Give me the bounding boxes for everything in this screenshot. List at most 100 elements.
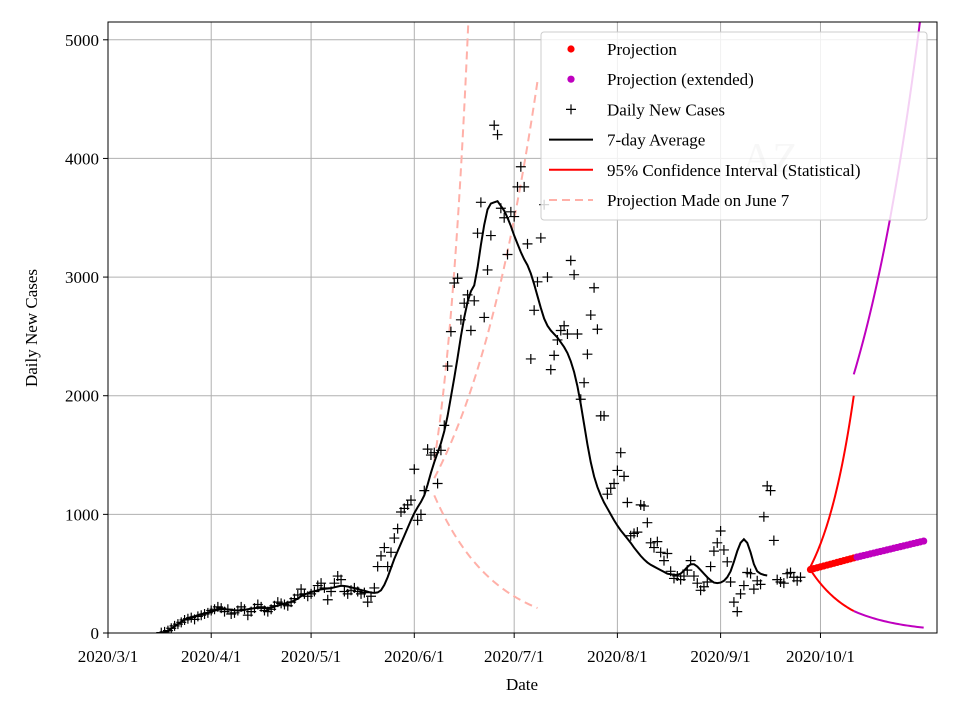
daily-new-cases-point xyxy=(469,295,480,306)
daily-new-cases-point xyxy=(502,249,513,260)
x-tick-label: 2020/6/1 xyxy=(384,647,444,666)
daily-new-cases-point xyxy=(545,364,556,375)
y-tick-label: 0 xyxy=(91,624,100,643)
daily-new-cases-point xyxy=(745,568,756,579)
daily-new-cases-point xyxy=(559,320,570,331)
daily-new-cases-point xyxy=(622,497,633,508)
ci-lower xyxy=(809,569,855,612)
daily-new-cases-point xyxy=(612,465,623,476)
daily-new-cases-point xyxy=(532,276,543,287)
y-tick-label: 4000 xyxy=(65,149,99,168)
daily-new-cases-point xyxy=(409,464,420,475)
daily-new-cases-point xyxy=(376,550,387,561)
daily-new-cases-point xyxy=(589,282,600,293)
daily-new-cases-point xyxy=(549,350,560,361)
y-axis-label: Daily New Cases xyxy=(22,269,41,387)
daily-new-cases-point xyxy=(778,578,789,589)
daily-new-cases-point xyxy=(708,546,719,557)
daily-new-cases-point xyxy=(702,576,713,587)
daily-new-cases-point xyxy=(632,527,643,538)
daily-new-cases-point xyxy=(705,561,716,572)
legend-label-daily: Daily New Cases xyxy=(607,100,725,119)
daily-new-cases-point xyxy=(732,606,743,617)
daily-new-cases-point xyxy=(389,533,400,544)
ci-upper xyxy=(809,395,855,568)
daily-new-cases-point xyxy=(615,447,626,458)
daily-new-cases-point xyxy=(619,471,630,482)
daily-new-cases-point xyxy=(485,230,496,241)
daily-new-cases-point xyxy=(479,312,490,323)
daily-new-cases-point xyxy=(525,353,536,364)
daily-new-cases-point xyxy=(655,547,666,558)
daily-new-cases-point xyxy=(639,501,650,512)
daily-new-cases-point xyxy=(642,517,653,528)
x-tick-label: 2020/4/1 xyxy=(181,647,241,666)
daily-new-cases-point xyxy=(429,447,440,458)
legend-marker-projection xyxy=(567,45,575,53)
legend: Projection Projection (extended) Daily New… xyxy=(540,31,928,221)
daily-new-cases-point xyxy=(602,489,613,500)
daily-new-cases-point xyxy=(572,329,583,340)
daily-new-cases-point xyxy=(569,269,580,280)
plot-frame xyxy=(107,21,938,634)
daily-new-cases-point xyxy=(649,542,660,553)
june7-projection-upper xyxy=(433,22,470,462)
daily-new-cases-point xyxy=(585,310,596,321)
daily-new-cases-point xyxy=(515,161,526,172)
y-tick-label: 5000 xyxy=(65,31,99,50)
daily-new-cases-point xyxy=(492,129,503,140)
daily-new-cases-point xyxy=(795,572,806,583)
daily-new-cases-point xyxy=(552,334,563,345)
x-tick-label: 2020/5/1 xyxy=(281,647,341,666)
daily-new-cases-point xyxy=(692,578,703,589)
daily-new-cases-point xyxy=(292,590,303,601)
daily-new-cases-point xyxy=(415,509,426,520)
daily-new-cases-point xyxy=(609,478,620,489)
daily-new-cases-point xyxy=(432,478,443,489)
daily-new-cases-point xyxy=(688,571,699,582)
daily-new-cases-point xyxy=(489,120,500,131)
daily-new-cases-point xyxy=(542,272,553,283)
daily-new-cases-point xyxy=(685,555,696,566)
daily-new-cases-point xyxy=(459,298,470,309)
daily-new-cases-point xyxy=(535,232,546,243)
daily-new-cases-point xyxy=(662,548,673,559)
daily-new-cases-point xyxy=(735,588,746,599)
x-tick-label: 2020/9/1 xyxy=(690,647,750,666)
daily-new-cases-point xyxy=(319,582,330,593)
daily-new-cases-point xyxy=(755,579,766,590)
daily-new-cases-point xyxy=(748,584,759,595)
daily-new-cases-point xyxy=(442,361,453,372)
daily-new-cases-point xyxy=(379,542,390,553)
axes: 2020/3/1 2020/4/1 2020/5/1 2020/6/1 2020/7/1… xyxy=(65,31,855,666)
series-7-day-average xyxy=(161,199,768,633)
x-axis-label: Date xyxy=(506,675,538,694)
daily-new-cases-point xyxy=(565,255,576,266)
legend-label-june7: Projection Made on June 7 xyxy=(607,191,790,210)
daily-new-cases-point xyxy=(522,238,533,249)
daily-new-cases-point xyxy=(435,445,446,456)
daily-new-cases-point xyxy=(462,289,473,300)
x-tick-label: 2020/10/1 xyxy=(786,647,855,666)
daily-new-cases-point xyxy=(392,523,403,534)
projection-extended-point xyxy=(920,537,928,545)
daily-new-cases-point xyxy=(359,587,370,598)
daily-new-cases-point xyxy=(519,181,530,192)
daily-new-cases-point xyxy=(652,536,663,547)
daily-new-cases-point xyxy=(372,561,383,572)
daily-new-cases-point xyxy=(405,495,416,506)
daily-new-cases-point xyxy=(582,349,593,360)
daily-new-cases-point xyxy=(369,582,380,593)
daily-new-cases-point xyxy=(326,586,337,597)
daily-new-cases-point xyxy=(758,511,769,522)
daily-new-cases-point xyxy=(722,556,733,567)
y-tick-label: 1000 xyxy=(65,505,99,524)
legend-marker-daily xyxy=(566,104,576,115)
daily-new-cases-point xyxy=(336,574,347,585)
daily-new-cases-point xyxy=(475,197,486,208)
daily-new-cases-point xyxy=(499,212,510,223)
daily-new-cases-point xyxy=(495,203,506,214)
daily-new-cases-point xyxy=(385,547,396,558)
daily-new-cases-point xyxy=(575,394,586,405)
